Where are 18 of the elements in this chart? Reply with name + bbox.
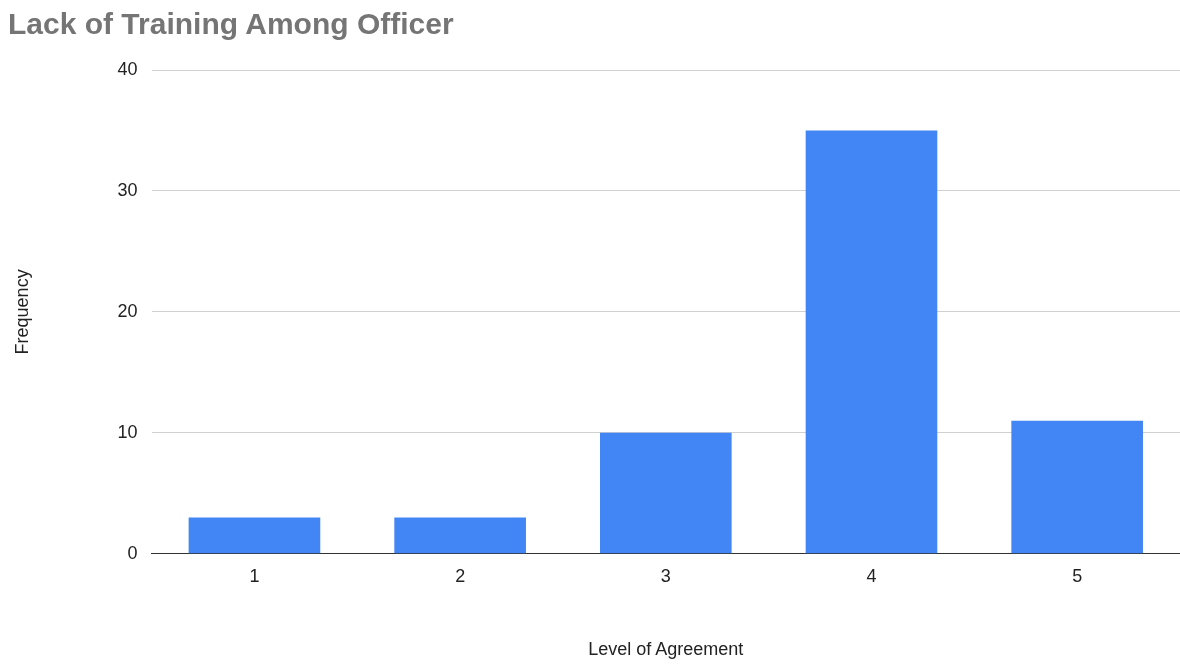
y-tick-label: 10: [117, 421, 138, 442]
x-tick-label: 5: [1072, 565, 1083, 586]
bar: [805, 130, 938, 554]
x-tick-label: 4: [866, 565, 877, 586]
bar: [188, 517, 321, 554]
x-axis-title: Level of Agreement: [588, 639, 744, 660]
bar: [394, 517, 526, 554]
y-tick-label: 30: [117, 179, 138, 200]
y-tick-label: 40: [117, 58, 138, 79]
x-tick-label: 3: [660, 565, 671, 586]
chart-title: Lack of Training Among Officer: [8, 7, 454, 41]
y-axis-title: Frequency: [11, 269, 32, 355]
bar: [1011, 420, 1143, 554]
x-tick-label: 1: [249, 565, 260, 586]
bar: [600, 432, 732, 554]
x-tick-label: 2: [455, 565, 466, 586]
y-tick-label: 0: [127, 542, 138, 563]
y-tick-label: 20: [117, 300, 138, 321]
